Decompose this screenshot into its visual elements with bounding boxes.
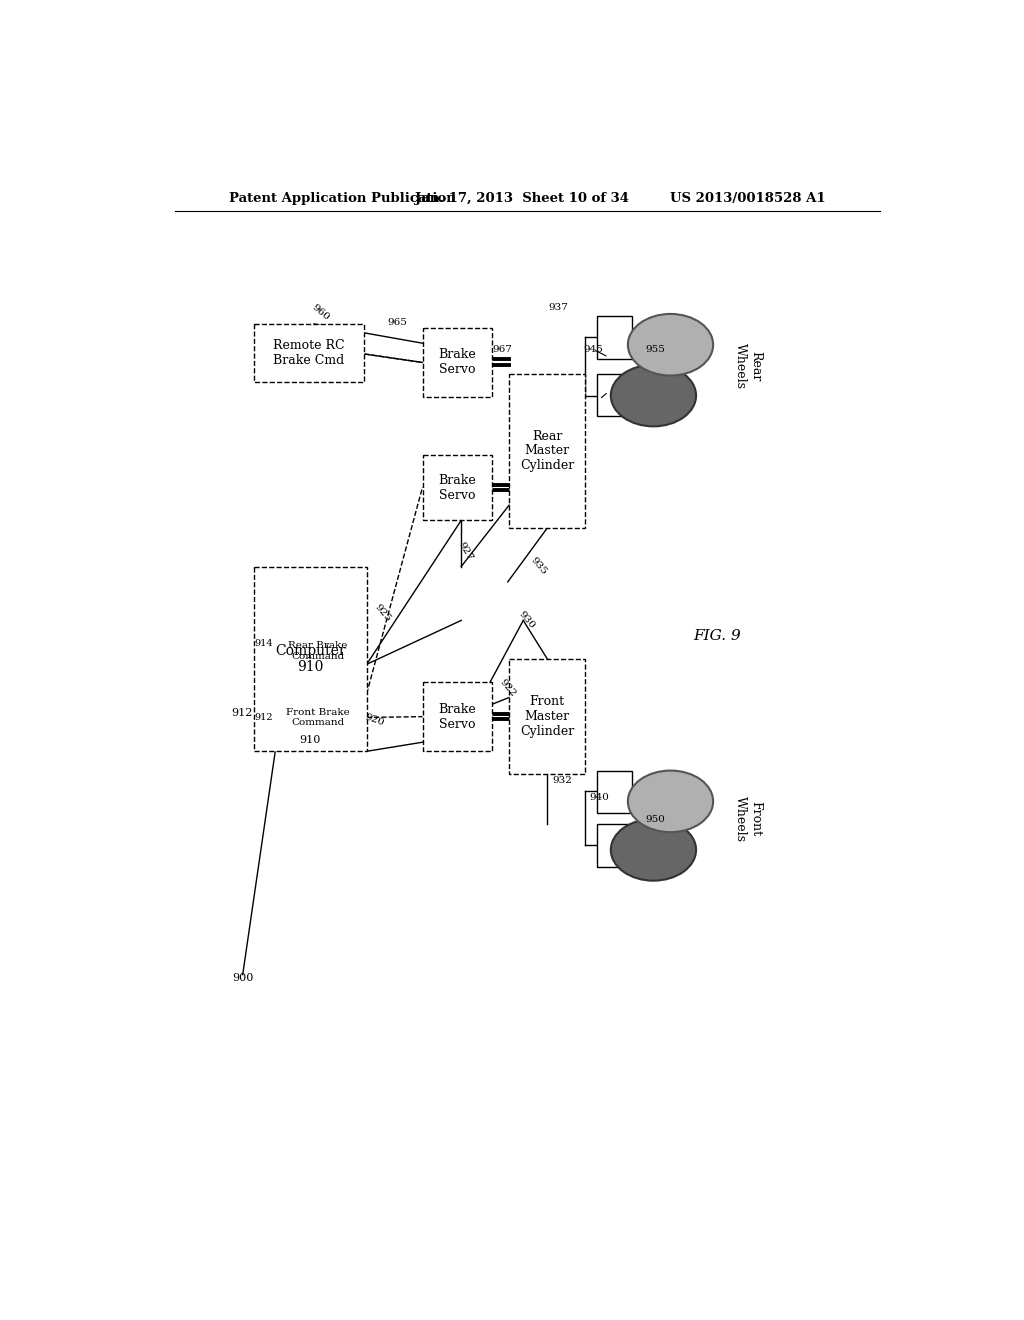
Text: 937: 937 <box>548 302 568 312</box>
Text: Brake
Servo: Brake Servo <box>438 348 476 376</box>
Text: 912: 912 <box>254 713 273 722</box>
Text: FIG. 9: FIG. 9 <box>693 628 741 643</box>
Text: Rear
Wheels: Rear Wheels <box>734 343 762 389</box>
Text: Front
Wheels: Front Wheels <box>734 796 762 842</box>
Text: Patent Application Publication: Patent Application Publication <box>228 191 456 205</box>
Text: 965: 965 <box>388 318 408 327</box>
Text: 900: 900 <box>232 973 253 983</box>
Bar <box>597 317 632 359</box>
Text: Jan. 17, 2013  Sheet 10 of 34: Jan. 17, 2013 Sheet 10 of 34 <box>415 191 629 205</box>
Ellipse shape <box>628 771 713 832</box>
Text: 945: 945 <box>583 345 603 354</box>
Bar <box>423 682 493 751</box>
Text: Rear Brake
Command: Rear Brake Command <box>288 642 347 661</box>
Text: 914: 914 <box>254 639 273 648</box>
Bar <box>509 659 586 775</box>
Bar <box>597 771 632 813</box>
Bar <box>597 374 632 416</box>
Text: Front
Master
Cylinder: Front Master Cylinder <box>520 696 574 738</box>
Text: 955: 955 <box>645 345 665 354</box>
Text: 927: 927 <box>457 540 474 562</box>
Bar <box>509 374 586 528</box>
Text: Brake
Servo: Brake Servo <box>438 474 476 502</box>
Bar <box>423 455 493 520</box>
Bar <box>254 323 365 381</box>
Text: 922: 922 <box>498 677 517 698</box>
Text: US 2013/0018528 A1: US 2013/0018528 A1 <box>671 191 826 205</box>
Text: 932: 932 <box>552 776 572 785</box>
Text: 940: 940 <box>589 793 609 803</box>
Text: 912: 912 <box>231 708 253 718</box>
Text: 920: 920 <box>364 713 385 729</box>
Ellipse shape <box>628 314 713 375</box>
Text: Computer
910: Computer 910 <box>274 644 345 675</box>
Text: 910: 910 <box>299 735 321 744</box>
Ellipse shape <box>611 818 696 880</box>
Text: 967: 967 <box>493 345 512 354</box>
Bar <box>254 566 367 751</box>
Text: Brake
Servo: Brake Servo <box>438 702 476 731</box>
Bar <box>597 825 632 867</box>
Text: Rear
Master
Cylinder: Rear Master Cylinder <box>520 429 574 473</box>
Ellipse shape <box>611 364 696 426</box>
Text: Remote RC
Brake Cmd: Remote RC Brake Cmd <box>273 339 345 367</box>
Text: 960: 960 <box>309 302 331 322</box>
Bar <box>423 327 493 397</box>
Text: 935: 935 <box>529 556 549 577</box>
Text: 950: 950 <box>645 814 665 824</box>
Text: 930: 930 <box>517 610 537 631</box>
Text: Front Brake
Command: Front Brake Command <box>286 708 350 727</box>
Text: 925: 925 <box>373 602 392 623</box>
